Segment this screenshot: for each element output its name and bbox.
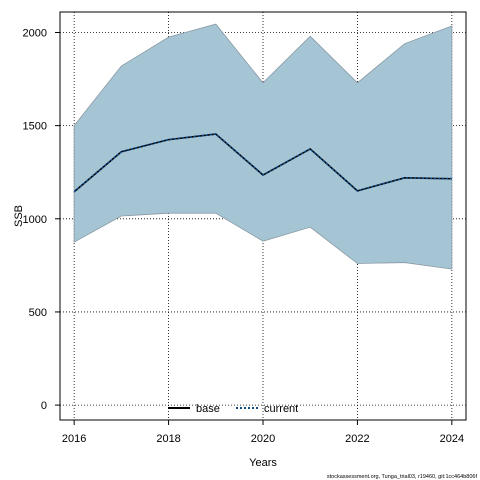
y-tick-label-2000: 2000 [23, 27, 47, 39]
x-axis-label: Years [249, 457, 277, 469]
y-axis: 0 500 1000 1500 2000 [23, 27, 60, 412]
y-axis-label: SSB [13, 205, 25, 227]
footer-note: stockassessment.org, Tunga_trial03, r194… [327, 474, 478, 480]
y-tick-label-0: 0 [41, 400, 47, 412]
legend: base current [168, 403, 298, 415]
legend-label-current: current [264, 403, 298, 415]
y-tick-label-500: 500 [29, 307, 47, 319]
y-tick-label-1000: 1000 [23, 214, 47, 226]
legend-label-base: base [196, 403, 220, 415]
y-tick-label-1500: 1500 [23, 121, 47, 133]
confidence-band-layer [73, 23, 453, 270]
x-tick-label-2016: 2016 [62, 433, 86, 445]
series-layer [73, 133, 452, 193]
x-tick-label-2024: 2024 [440, 433, 464, 445]
x-axis: 2016 2018 2020 2022 2024 [62, 420, 464, 445]
series-line-current [73, 133, 452, 193]
x-tick-label-2018: 2018 [156, 433, 180, 445]
confidence-band [73, 23, 453, 270]
x-tick-label-2020: 2020 [251, 433, 275, 445]
x-tick-label-2022: 2022 [345, 433, 369, 445]
